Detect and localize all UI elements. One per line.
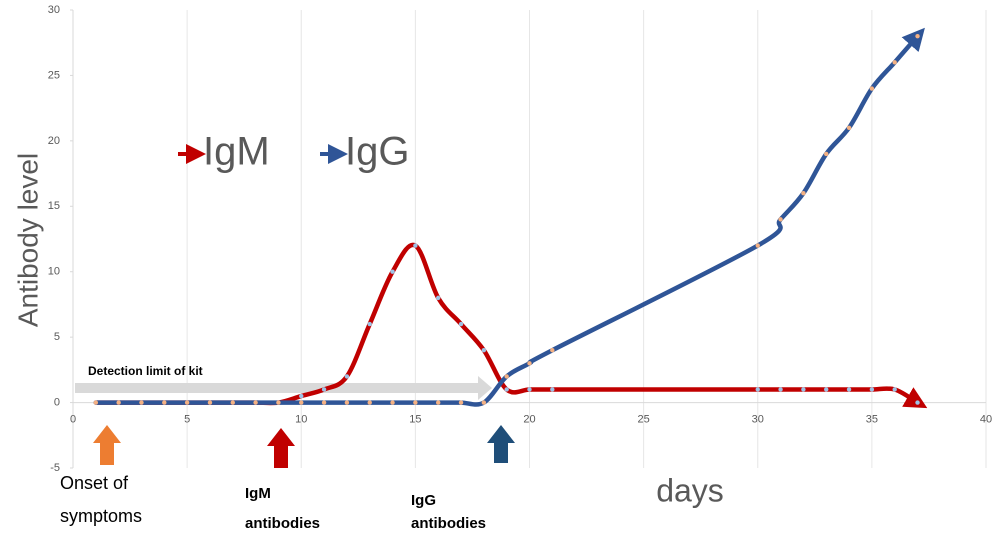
y-tick-label: -5 bbox=[50, 462, 60, 474]
data-point bbox=[207, 400, 213, 405]
data-point bbox=[550, 387, 555, 392]
data-point bbox=[299, 400, 304, 405]
data-point bbox=[93, 400, 99, 405]
data-point bbox=[755, 243, 760, 248]
data-point bbox=[527, 387, 532, 392]
x-tick-label: 0 bbox=[70, 413, 76, 425]
y-tick-label: 15 bbox=[48, 200, 60, 212]
x-tick-label: 35 bbox=[866, 413, 878, 425]
y-tick-label: 0 bbox=[54, 396, 60, 408]
onset-label: symptoms bbox=[60, 506, 142, 526]
series-line bbox=[93, 27, 925, 407]
data-point bbox=[321, 387, 327, 392]
igm-arrow bbox=[267, 428, 295, 468]
x-tick-label: 25 bbox=[638, 413, 650, 425]
detection-arrow bbox=[75, 376, 492, 400]
data-point bbox=[504, 387, 509, 392]
y-tick-label: 30 bbox=[48, 4, 60, 16]
data-point bbox=[299, 393, 304, 399]
y-tick-label: 10 bbox=[48, 266, 60, 278]
data-point bbox=[801, 387, 806, 392]
igg-label: IgG bbox=[411, 492, 436, 509]
data-point bbox=[276, 400, 281, 405]
igg-label: antibodies bbox=[411, 515, 486, 532]
data-point bbox=[846, 387, 852, 392]
data-point bbox=[436, 295, 441, 301]
y-tick-label: 25 bbox=[48, 69, 60, 81]
data-point bbox=[344, 400, 350, 405]
data-point bbox=[390, 269, 395, 274]
legend-label: IgG bbox=[345, 130, 409, 174]
data-point bbox=[367, 321, 372, 327]
data-point bbox=[778, 387, 783, 392]
data-point bbox=[869, 387, 875, 392]
data-point bbox=[869, 86, 875, 91]
data-point bbox=[915, 33, 920, 39]
data-point bbox=[162, 400, 167, 405]
x-tick-label: 10 bbox=[295, 413, 307, 425]
data-point bbox=[892, 60, 897, 65]
igm-label: IgM bbox=[245, 485, 271, 502]
x-tick-label: 5 bbox=[184, 413, 190, 425]
x-tick-label: 20 bbox=[523, 413, 535, 425]
detection-label: Detection limit of kit bbox=[88, 364, 203, 378]
data-point bbox=[778, 217, 783, 222]
y-axis-label: Antibody level bbox=[12, 153, 43, 327]
data-point bbox=[390, 400, 395, 405]
data-point bbox=[344, 374, 350, 379]
data-point bbox=[139, 400, 144, 405]
x-tick-label: 40 bbox=[980, 413, 992, 425]
data-point bbox=[116, 400, 121, 405]
onset-label: Onset of bbox=[60, 473, 129, 493]
data-point bbox=[230, 400, 235, 405]
x-axis-label: days bbox=[656, 472, 724, 508]
data-point bbox=[504, 374, 509, 379]
igm-label: antibodies bbox=[245, 515, 320, 532]
onset-arrow bbox=[93, 425, 121, 465]
data-point bbox=[184, 400, 190, 405]
data-point bbox=[481, 348, 487, 353]
data-point bbox=[413, 400, 418, 405]
data-point bbox=[458, 400, 464, 405]
igg-arrow bbox=[487, 425, 515, 463]
data-point bbox=[413, 243, 418, 248]
data-point bbox=[824, 151, 829, 157]
data-point bbox=[436, 400, 441, 405]
data-point bbox=[846, 125, 852, 130]
data-point bbox=[481, 400, 487, 405]
data-point bbox=[892, 387, 897, 392]
data-point bbox=[321, 400, 327, 405]
data-point bbox=[755, 387, 760, 392]
x-tick-label: 30 bbox=[752, 413, 764, 425]
x-tick-label: 15 bbox=[409, 413, 421, 425]
data-point bbox=[253, 400, 258, 405]
data-point bbox=[527, 361, 532, 366]
data-point bbox=[915, 400, 920, 405]
data-point bbox=[367, 400, 372, 405]
data-point bbox=[458, 321, 464, 327]
data-point bbox=[550, 348, 555, 353]
data-point bbox=[801, 191, 806, 196]
y-tick-label: 20 bbox=[48, 135, 60, 147]
data-point bbox=[824, 387, 829, 392]
y-tick-label: 5 bbox=[54, 331, 60, 343]
legend-label: IgM bbox=[203, 130, 270, 174]
